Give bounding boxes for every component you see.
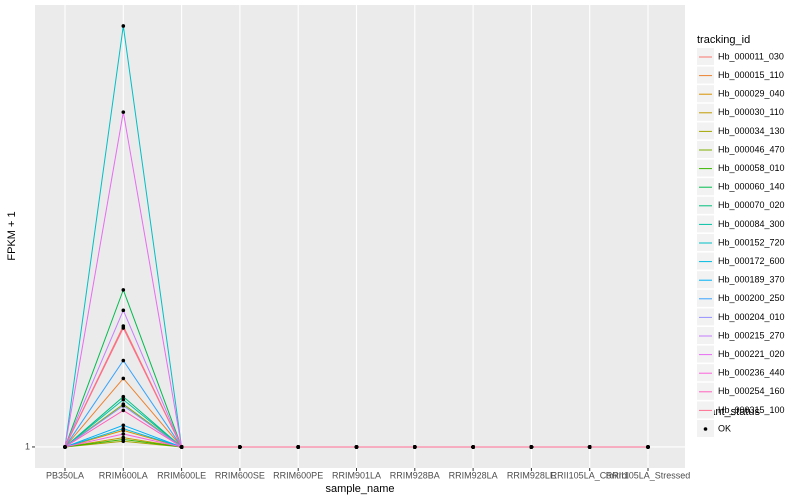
point (471, 445, 475, 449)
legend-label: Hb_000030_110 (718, 107, 784, 117)
legend-key (703, 427, 708, 431)
legend-label: Hb_000315_100 (718, 405, 785, 415)
x-tick-label: RRII105LA_Stressed (606, 470, 691, 480)
legend-label: Hb_000046_470 (718, 144, 785, 154)
legend-label: Hb_000034_130 (718, 126, 785, 136)
legend-label: Hb_000254_160 (718, 386, 785, 396)
point (121, 376, 126, 381)
point (179, 445, 184, 449)
legend-label: Hb_000011_030 (718, 51, 784, 61)
legend-label: Hb_000200_250 (718, 293, 785, 303)
point (354, 445, 359, 449)
point (121, 358, 126, 363)
point (121, 423, 126, 428)
legend-label: Hb_000070_020 (718, 200, 785, 210)
x-tick-label: RRIM600PE (273, 470, 323, 480)
legend-label: Hb_000060_140 (718, 182, 785, 192)
point (121, 110, 126, 114)
point (121, 24, 126, 28)
legend-label: Hb_000084_300 (718, 219, 785, 229)
legend-label: Hb_000236_440 (718, 368, 785, 378)
point (63, 445, 67, 449)
point (529, 445, 534, 449)
x-tick-label: RRIM928LA (449, 470, 498, 480)
x-tick-label: RRIM600LE (157, 470, 206, 480)
legend-label: Hb_000189_370 (718, 275, 785, 285)
point (121, 437, 126, 442)
legend-title: tracking_id (697, 34, 750, 46)
legend-label: OK (718, 423, 731, 433)
point (121, 403, 126, 408)
x-tick-label: RRIM600LA (99, 470, 148, 480)
point (121, 408, 126, 413)
point (121, 288, 126, 292)
point (121, 432, 126, 436)
point (121, 426, 126, 431)
legend-label: Hb_000221_020 (718, 349, 785, 359)
x-tick-label: PB350LA (46, 470, 84, 480)
x-axis-title: sample_name (325, 483, 394, 495)
legend-label: Hb_000015_110 (718, 70, 784, 80)
point (121, 326, 126, 330)
point (646, 445, 650, 449)
legend-label: Hb_000215_270 (718, 330, 785, 340)
point (238, 445, 242, 449)
point (587, 445, 592, 449)
y-axis-title: FPKM + 1 (6, 211, 18, 260)
legend-label: Hb_000152_720 (718, 237, 785, 247)
legend-label: Hb_000058_010 (718, 163, 785, 173)
legend-label: Hb_000172_600 (718, 256, 785, 266)
point (121, 394, 126, 399)
legend-label: Hb_000029_040 (718, 89, 785, 99)
legend-label: Hb_000204_010 (718, 312, 785, 322)
y-tick-label: 1 (25, 441, 30, 451)
x-tick-label: RRIM928BA (390, 470, 440, 480)
x-tick-label: RRII105LA_Control (551, 470, 629, 480)
point (413, 445, 417, 449)
point (121, 397, 126, 402)
x-tick-label: RRIM600SE (215, 470, 265, 480)
x-tick-label: RRIM928LE (507, 470, 556, 480)
x-tick-label: RRIM901LA (332, 470, 381, 480)
point (121, 308, 126, 313)
panel (35, 5, 685, 468)
point (296, 445, 301, 449)
